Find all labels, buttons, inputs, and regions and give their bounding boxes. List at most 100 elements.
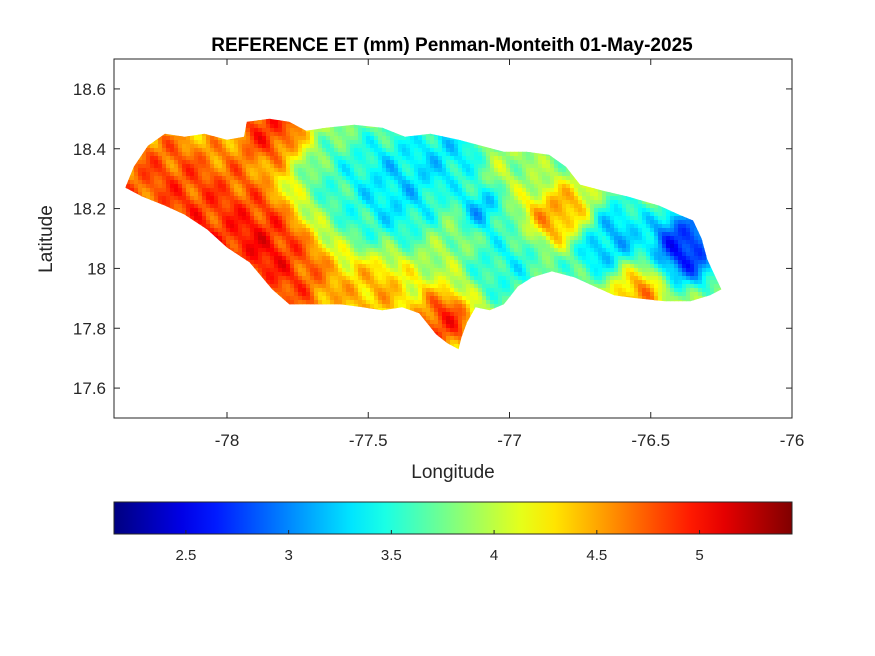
surface-cell bbox=[290, 236, 295, 241]
surface-cell bbox=[454, 148, 459, 153]
surface-cell bbox=[594, 204, 599, 209]
surface-cell bbox=[266, 208, 271, 213]
surface-cell bbox=[238, 152, 243, 157]
surface-cell bbox=[278, 196, 283, 201]
surface-cell bbox=[326, 224, 331, 229]
surface-cell bbox=[254, 132, 259, 137]
surface-cell bbox=[410, 216, 415, 221]
surface-cell bbox=[558, 208, 563, 213]
surface-cell bbox=[350, 164, 355, 169]
surface-cell bbox=[550, 200, 555, 205]
surface-cell bbox=[166, 164, 171, 169]
surface-cell bbox=[338, 140, 343, 145]
surface-cell bbox=[230, 148, 235, 153]
surface-cell bbox=[438, 224, 443, 229]
surface-cell bbox=[174, 200, 179, 205]
surface-cell bbox=[658, 208, 663, 213]
surface-cell bbox=[534, 204, 539, 209]
surface-cell bbox=[554, 216, 559, 221]
surface-cell bbox=[354, 148, 359, 153]
surface-cell bbox=[270, 168, 275, 173]
surface-cell bbox=[370, 168, 375, 173]
surface-cell bbox=[470, 228, 475, 233]
surface-cell bbox=[254, 168, 259, 173]
surface-cell bbox=[582, 232, 587, 237]
surface-cell bbox=[214, 232, 219, 237]
surface-cell bbox=[418, 224, 423, 229]
surface-cell bbox=[302, 220, 307, 225]
surface-cell bbox=[666, 224, 671, 229]
surface-cell bbox=[542, 212, 547, 217]
surface-cell bbox=[298, 152, 303, 157]
surface-cell bbox=[582, 224, 587, 229]
surface-cell bbox=[358, 176, 363, 181]
surface-cell bbox=[474, 208, 479, 213]
surface-cell bbox=[598, 224, 603, 229]
surface-cell bbox=[338, 164, 343, 169]
surface-cell bbox=[426, 232, 431, 237]
surface-cell bbox=[186, 180, 191, 185]
surface-cell bbox=[282, 156, 287, 161]
surface-cell bbox=[262, 196, 267, 201]
surface-cell bbox=[182, 164, 187, 169]
surface-cell bbox=[370, 184, 375, 189]
surface-cell bbox=[606, 224, 611, 229]
surface-cell bbox=[130, 176, 135, 181]
surface-cell bbox=[506, 232, 511, 237]
surface-cell bbox=[194, 192, 199, 197]
surface-cell bbox=[674, 228, 679, 233]
surface-cell bbox=[278, 180, 283, 185]
surface-cell bbox=[386, 172, 391, 177]
surface-cell bbox=[510, 236, 515, 241]
surface-cell bbox=[482, 168, 487, 173]
surface-cell bbox=[442, 168, 447, 173]
surface-cell bbox=[574, 236, 579, 241]
surface-cell bbox=[386, 184, 391, 189]
surface-cell bbox=[346, 184, 351, 189]
surface-cell bbox=[198, 136, 203, 141]
surface-cell bbox=[514, 156, 519, 161]
surface-cell bbox=[398, 184, 403, 189]
surface-cell bbox=[394, 156, 399, 161]
surface-cell bbox=[318, 164, 323, 169]
surface-cell bbox=[422, 140, 427, 145]
surface-cell bbox=[146, 152, 151, 157]
surface-cell bbox=[190, 216, 195, 221]
surface-cell bbox=[330, 156, 335, 161]
surface-cell bbox=[250, 184, 255, 189]
surface-cell bbox=[314, 184, 319, 189]
surface-cell bbox=[390, 212, 395, 217]
surface-cell bbox=[242, 176, 247, 181]
surface-cell bbox=[310, 236, 315, 241]
surface-cell bbox=[350, 208, 355, 213]
surface-cell bbox=[510, 212, 515, 217]
surface-cell bbox=[554, 188, 559, 193]
surface-cell bbox=[158, 200, 163, 205]
surface-cell bbox=[362, 156, 367, 161]
surface-cell bbox=[518, 212, 523, 217]
surface-cell bbox=[426, 160, 431, 165]
surface-cell bbox=[278, 128, 283, 133]
surface-cell bbox=[254, 196, 259, 201]
surface-cell bbox=[614, 200, 619, 205]
surface-cell bbox=[434, 200, 439, 205]
surface-cell bbox=[634, 220, 639, 225]
surface-cell bbox=[250, 156, 255, 161]
surface-cell bbox=[434, 220, 439, 225]
surface-cell bbox=[526, 216, 531, 221]
surface-cell bbox=[530, 212, 535, 217]
surface-cell bbox=[186, 196, 191, 201]
surface-cell bbox=[450, 192, 455, 197]
surface-cell bbox=[546, 212, 551, 217]
surface-cell bbox=[314, 136, 319, 141]
surface-cell bbox=[262, 224, 267, 229]
surface-cell bbox=[282, 180, 287, 185]
surface-cell bbox=[210, 188, 215, 193]
surface-cell bbox=[222, 200, 227, 205]
surface-cell bbox=[186, 164, 191, 169]
surface-cell bbox=[214, 196, 219, 201]
surface-cell bbox=[166, 168, 171, 173]
surface-cell bbox=[346, 144, 351, 149]
surface-cell bbox=[334, 164, 339, 169]
surface-cell bbox=[474, 236, 479, 241]
